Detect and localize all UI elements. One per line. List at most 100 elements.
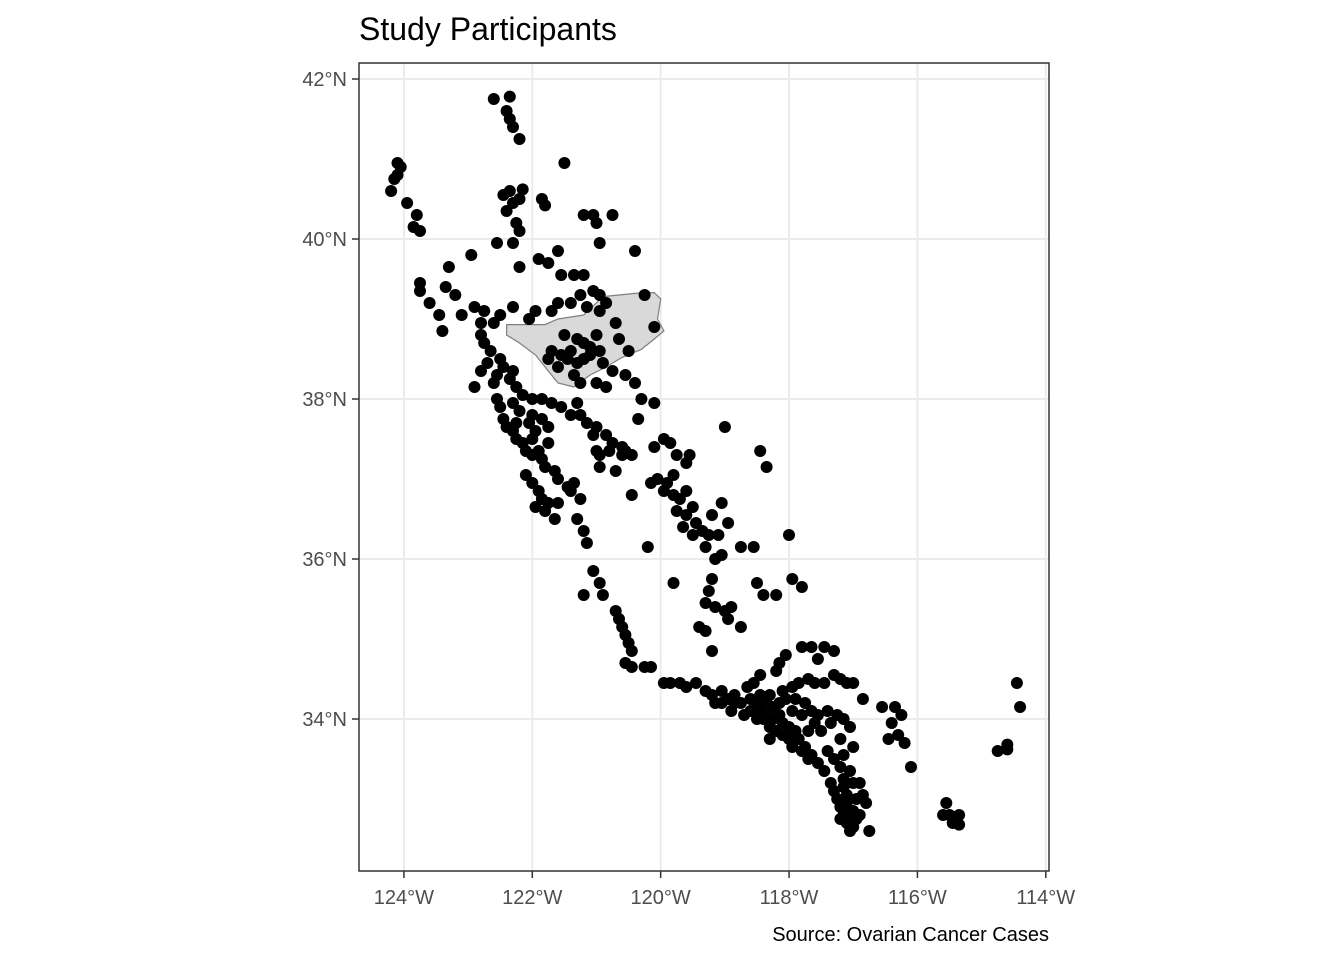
data-point <box>754 445 767 457</box>
x-tick-label: 122°W <box>502 887 562 909</box>
data-point <box>837 749 850 761</box>
data-point <box>494 309 507 321</box>
data-point <box>414 285 426 297</box>
data-point <box>513 133 526 145</box>
data-point <box>847 741 860 753</box>
x-tick-label: 116°W <box>888 887 947 909</box>
data-point <box>760 461 773 473</box>
data-point <box>664 677 677 689</box>
data-point <box>507 397 519 409</box>
data-point <box>802 725 815 737</box>
data-point <box>529 305 542 317</box>
data-point <box>542 437 555 449</box>
data-point <box>561 353 574 365</box>
data-point <box>728 689 741 701</box>
data-point <box>519 469 532 481</box>
data-point <box>552 297 564 309</box>
data-point <box>558 157 571 169</box>
data-point <box>1001 738 1014 751</box>
data-point <box>837 713 850 725</box>
data-point <box>834 761 847 773</box>
data-point <box>584 349 597 361</box>
data-point <box>542 497 555 509</box>
data-point <box>568 477 580 489</box>
data-point <box>821 745 834 757</box>
data-point <box>600 381 613 393</box>
data-point <box>510 417 523 429</box>
data-point <box>516 183 529 196</box>
data-point <box>590 377 603 389</box>
data-point <box>580 301 593 313</box>
data-point <box>596 357 609 369</box>
data-point <box>587 565 600 577</box>
data-point <box>789 693 802 705</box>
data-point <box>465 249 478 261</box>
data-point <box>574 409 587 421</box>
data-point <box>709 553 722 565</box>
data-point <box>763 733 776 745</box>
data-point <box>497 361 510 373</box>
data-point <box>795 745 808 757</box>
data-point <box>593 577 606 589</box>
data-point <box>792 733 805 745</box>
data-point <box>664 437 677 449</box>
data-point <box>876 701 889 713</box>
data-point <box>542 257 555 269</box>
data-point <box>442 261 455 273</box>
data-point <box>587 429 600 441</box>
data-point <box>552 497 564 509</box>
data-point <box>535 413 548 425</box>
plot-panel <box>359 63 1049 871</box>
data-point <box>600 297 613 309</box>
data-point <box>795 581 808 593</box>
data-point <box>795 709 808 721</box>
data-point <box>613 333 625 345</box>
data-point <box>677 521 690 533</box>
data-point <box>667 577 680 589</box>
data-point <box>532 253 545 265</box>
data-point <box>401 197 414 209</box>
data-point <box>889 701 901 713</box>
data-point <box>503 185 516 197</box>
data-point <box>632 413 645 425</box>
x-tick-label: 120°W <box>631 887 691 909</box>
data-point <box>648 321 661 333</box>
data-point <box>844 721 856 733</box>
data-point <box>593 345 606 357</box>
data-point <box>478 337 491 349</box>
data-point <box>706 573 718 585</box>
data-point <box>423 297 436 309</box>
data-point <box>625 661 638 673</box>
data-point <box>667 469 680 481</box>
data-point <box>747 541 760 553</box>
chart-title: Study Participants <box>359 11 617 47</box>
data-point <box>568 269 580 281</box>
data-point <box>606 209 619 221</box>
data-point <box>706 509 718 521</box>
data-point <box>593 305 606 317</box>
data-point <box>856 693 869 705</box>
y-tick-label: 38°N <box>302 389 347 411</box>
data-point <box>564 409 577 421</box>
data-point <box>795 641 808 653</box>
data-point <box>609 465 622 477</box>
data-point <box>568 369 580 381</box>
data-point <box>645 477 657 489</box>
grid <box>359 63 1049 871</box>
data-point <box>641 541 654 553</box>
data-point <box>905 761 917 773</box>
data-point <box>603 445 616 457</box>
data-point <box>706 645 718 657</box>
data-point <box>844 765 856 777</box>
data-point <box>600 429 613 441</box>
data-point <box>455 309 468 321</box>
data-point <box>616 449 629 461</box>
data-point <box>609 317 622 329</box>
data-point <box>571 397 584 409</box>
y-tick-label: 36°N <box>302 549 347 571</box>
data-point <box>715 685 728 697</box>
data-point <box>590 445 603 457</box>
data-point <box>593 289 606 301</box>
data-point <box>596 589 609 601</box>
